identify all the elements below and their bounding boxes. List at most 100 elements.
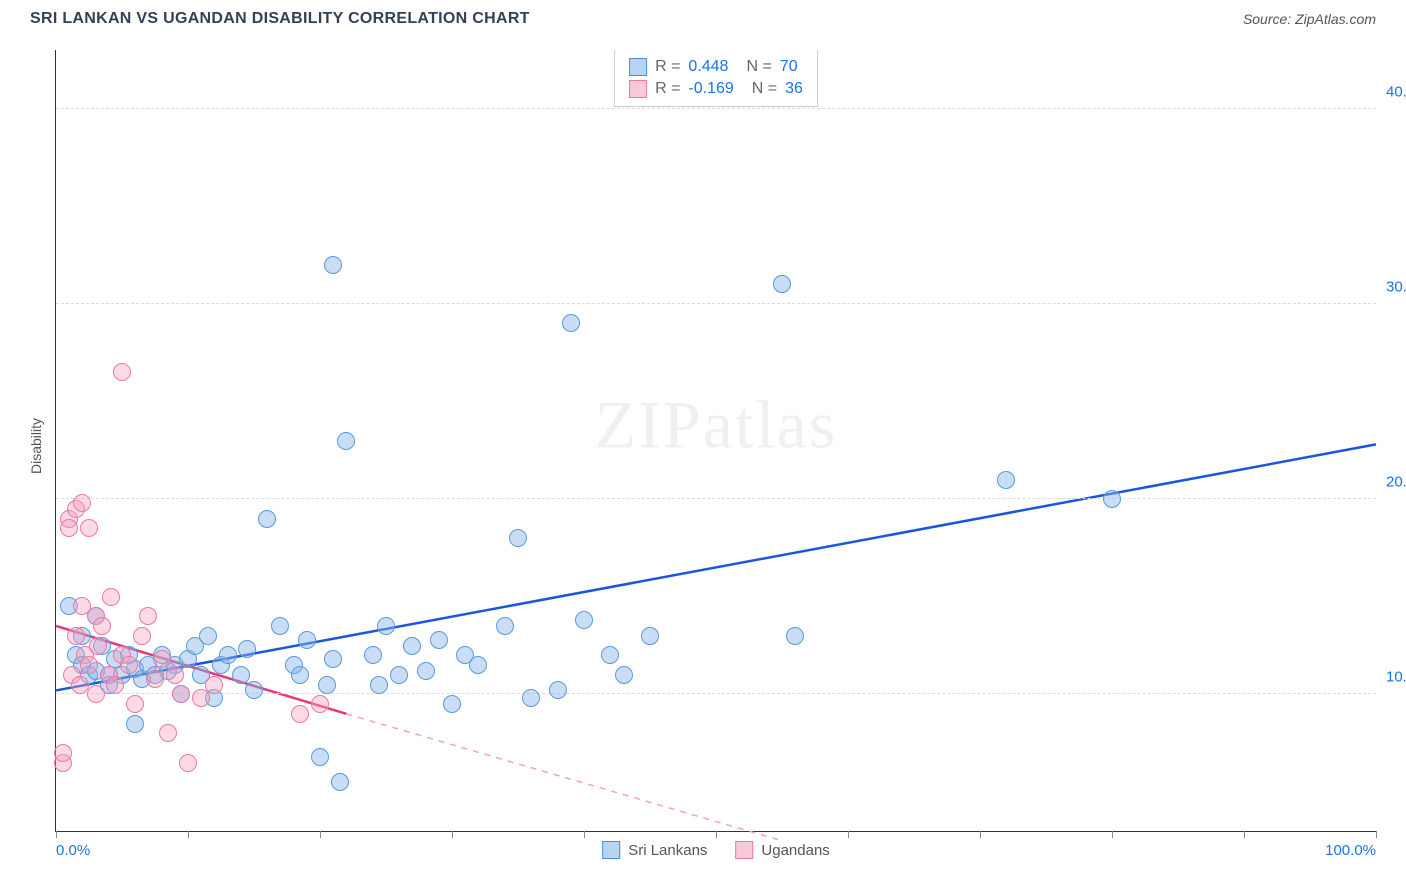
data-point — [126, 695, 144, 713]
legend-n-label: N = — [746, 58, 771, 76]
x-tick — [848, 831, 849, 838]
x-tick — [56, 831, 57, 838]
data-point — [139, 607, 157, 625]
data-point — [786, 627, 804, 645]
data-point — [54, 744, 72, 762]
data-point — [496, 617, 514, 635]
data-point — [377, 617, 395, 635]
data-point — [73, 494, 91, 512]
y-tick-label: 30.0% — [1386, 278, 1406, 295]
x-tick — [716, 831, 717, 838]
swatch-blue — [629, 58, 647, 76]
data-point — [93, 617, 111, 635]
data-point — [133, 627, 151, 645]
data-point — [192, 689, 210, 707]
legend-stats-row: R = 0.448 N = 70 — [629, 56, 803, 78]
legend-series-box: Sri Lankans Ugandans — [602, 841, 830, 859]
trend-lines-layer — [56, 50, 1376, 831]
data-point — [575, 611, 593, 629]
data-point — [258, 510, 276, 528]
legend-r-value: -0.169 — [688, 80, 733, 98]
x-axis-min-label: 0.0% — [56, 842, 90, 859]
data-point — [364, 646, 382, 664]
data-point — [291, 666, 309, 684]
data-point — [522, 689, 540, 707]
x-tick — [1244, 831, 1245, 838]
data-point — [126, 715, 144, 733]
x-tick — [1112, 831, 1113, 838]
swatch-pink — [735, 841, 753, 859]
legend-series-item: Ugandans — [735, 841, 829, 859]
data-point — [219, 646, 237, 664]
data-point — [641, 627, 659, 645]
data-point — [205, 676, 223, 694]
data-point — [159, 724, 177, 742]
x-axis-max-label: 100.0% — [1325, 842, 1376, 859]
data-point — [80, 519, 98, 537]
data-point — [298, 631, 316, 649]
data-point — [166, 666, 184, 684]
data-point — [430, 631, 448, 649]
data-point — [106, 676, 124, 694]
data-point — [245, 681, 263, 699]
legend-stats-row: R = -0.169 N = 36 — [629, 78, 803, 100]
gridline — [56, 303, 1376, 304]
gridline — [56, 108, 1376, 109]
y-tick-label: 20.0% — [1386, 474, 1406, 491]
gridline — [56, 498, 1376, 499]
data-point — [549, 681, 567, 699]
x-tick — [452, 831, 453, 838]
data-point — [318, 676, 336, 694]
data-point — [324, 650, 342, 668]
data-point — [311, 695, 329, 713]
swatch-blue — [602, 841, 620, 859]
data-point — [562, 314, 580, 332]
legend-r-value: 0.448 — [688, 58, 728, 76]
data-point — [172, 685, 190, 703]
data-point — [601, 646, 619, 664]
data-point — [509, 529, 527, 547]
data-point — [417, 662, 435, 680]
data-point — [443, 695, 461, 713]
legend-series-label: Ugandans — [761, 842, 829, 859]
data-point — [271, 617, 289, 635]
chart-plot-area: ZIPatlas R = 0.448 N = 70 R = -0.169 N =… — [55, 50, 1376, 832]
x-tick — [320, 831, 321, 838]
x-tick — [188, 831, 189, 838]
data-point — [337, 432, 355, 450]
chart-title: SRI LANKAN VS UGANDAN DISABILITY CORRELA… — [30, 10, 530, 28]
data-point — [199, 627, 217, 645]
legend-stats-box: R = 0.448 N = 70 R = -0.169 N = 36 — [614, 50, 818, 107]
legend-r-label: R = — [655, 80, 680, 98]
data-point — [238, 640, 256, 658]
data-point — [615, 666, 633, 684]
x-tick — [584, 831, 585, 838]
data-point — [773, 275, 791, 293]
data-point — [102, 588, 120, 606]
legend-n-label: N = — [752, 80, 777, 98]
y-tick-label: 10.0% — [1386, 669, 1406, 686]
data-point — [331, 773, 349, 791]
data-point — [370, 676, 388, 694]
legend-r-label: R = — [655, 58, 680, 76]
legend-n-value: 70 — [780, 58, 798, 76]
data-point — [324, 256, 342, 274]
data-point — [80, 656, 98, 674]
legend-series-label: Sri Lankans — [628, 842, 707, 859]
data-point — [1103, 490, 1121, 508]
data-point — [232, 666, 250, 684]
data-point — [153, 650, 171, 668]
data-point — [120, 656, 138, 674]
y-tick-label: 40.0% — [1386, 83, 1406, 100]
swatch-pink — [629, 80, 647, 98]
y-axis-title: Disability — [28, 418, 44, 474]
data-point — [60, 519, 78, 537]
legend-n-value: 36 — [785, 80, 803, 98]
data-point — [89, 637, 107, 655]
x-tick — [1376, 831, 1377, 838]
data-point — [469, 656, 487, 674]
legend-series-item: Sri Lankans — [602, 841, 707, 859]
data-point — [390, 666, 408, 684]
data-point — [997, 471, 1015, 489]
data-point — [113, 363, 131, 381]
